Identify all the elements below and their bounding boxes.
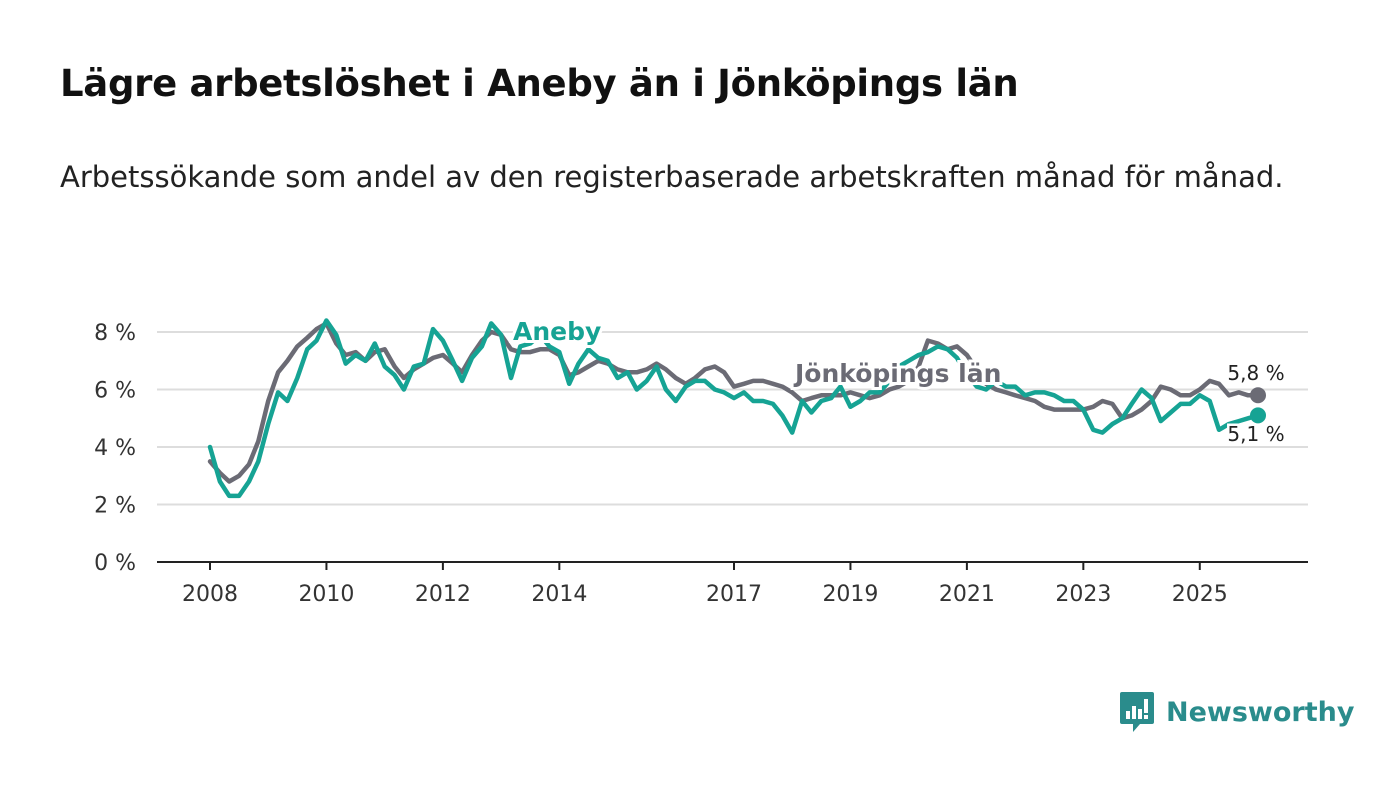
- end-marker-aneby: [1250, 407, 1266, 424]
- brand-name: Newsworthy: [1166, 696, 1355, 728]
- series-line-jonkopings-lan: [207, 321, 1261, 484]
- y-tick-label: 0 %: [94, 551, 136, 576]
- x-tick-label: 2012: [415, 582, 471, 607]
- series-layer: [207, 318, 1266, 499]
- chart-subtitle: Arbetssökande som andel av den registerb…: [60, 160, 1284, 194]
- end-marker-jonkopings-lan: [1250, 387, 1266, 404]
- x-tick-label: 2010: [298, 582, 354, 607]
- newsworthy-logo-icon: [1120, 692, 1154, 732]
- end-value-label-aneby: 5,1 %: [1227, 422, 1284, 446]
- x-tick-label: 2019: [822, 582, 878, 607]
- x-tick-label: 2025: [1172, 582, 1228, 607]
- series-label-aneby: Aneby: [513, 317, 601, 346]
- x-tick-label: 2014: [531, 582, 587, 607]
- y-tick-label: 4 %: [94, 436, 136, 461]
- x-tick-label: 2008: [182, 582, 238, 607]
- x-tick-label: 2021: [939, 582, 995, 607]
- label-layer: Jönköpings län Aneby 5,8 % 5,1 %: [510, 314, 1287, 449]
- y-tick-label: 6 %: [94, 379, 136, 404]
- y-tick-label: 2 %: [94, 494, 136, 519]
- series-line-aneby: [207, 318, 1261, 499]
- x-tick-label: 2017: [706, 582, 762, 607]
- series-label-jonkopings-lan: Jönköpings län: [793, 359, 1001, 388]
- y-tick-label: 8 %: [94, 321, 136, 346]
- end-value-label-jonkopings-lan: 5,8 %: [1227, 361, 1284, 385]
- grid-layer: [157, 331, 1308, 506]
- axis-layer: 0 % 2 % 4 % 6 % 8 % 2008 2010 2012 2014 2017 2019 2…: [94, 321, 1308, 607]
- chart-title: Lägre arbetslöshet i Aneby än i Jönköpin…: [60, 62, 1019, 105]
- newsworthy-brand[interactable]: Newsworthy: [1118, 690, 1354, 734]
- x-tick-label: 2023: [1055, 582, 1111, 607]
